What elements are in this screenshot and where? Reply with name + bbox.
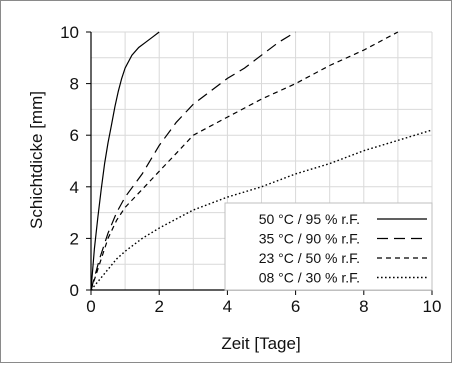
x-tick-label: 8 xyxy=(359,297,368,316)
y-tick-label: 6 xyxy=(70,126,79,145)
x-tick-label: 10 xyxy=(423,297,442,316)
x-axis-title: Zeit [Tage] xyxy=(221,334,300,353)
legend: 50 °C / 95 % r.F. 35 °C / 90 % r.F. 23 °C … xyxy=(224,202,433,291)
x-tick-label: 2 xyxy=(154,297,163,316)
legend-label: 23 °C / 50 % r.F. xyxy=(259,250,360,266)
y-tick-label: 4 xyxy=(70,178,79,197)
y-tick-label: 10 xyxy=(60,23,79,42)
y-tick-label: 2 xyxy=(70,229,79,248)
y-tick-label: 8 xyxy=(70,75,79,94)
y-tick-label: 0 xyxy=(70,281,79,300)
series-line-1 xyxy=(90,31,160,291)
x-tick-label: 6 xyxy=(291,297,300,316)
series-line-2 xyxy=(90,31,296,291)
legend-box xyxy=(224,202,433,291)
x-tick-label: 0 xyxy=(86,297,95,316)
x-tick-label: 4 xyxy=(223,297,232,316)
series-lines xyxy=(90,31,433,291)
tick-labels: 0 2 4 6 8 10 0 2 4 6 8 10 xyxy=(60,23,441,316)
series-line-3 xyxy=(90,31,399,291)
legend-label: 08 °C / 30 % r.F. xyxy=(259,270,360,286)
legend-label: 35 °C / 90 % r.F. xyxy=(259,231,360,247)
y-axis-title: Schichtdicke [mm] xyxy=(27,91,46,229)
series-line-4 xyxy=(90,129,433,291)
legend-label: 50 °C / 95 % r.F. xyxy=(259,211,360,227)
